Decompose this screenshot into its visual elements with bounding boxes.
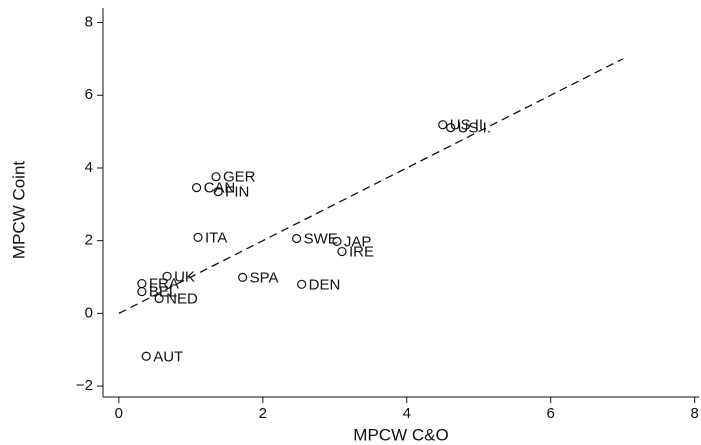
point — [141, 351, 151, 361]
point-label: FIN — [225, 184, 249, 201]
y-tick-label: 8 — [85, 14, 93, 31]
point-label: US II. — [450, 117, 488, 134]
x-tick-label: 2 — [259, 405, 267, 422]
y-tick-label: 0 — [85, 304, 93, 321]
point — [332, 236, 342, 246]
y-axis-title: MPCW Coint — [9, 161, 28, 260]
point — [137, 278, 147, 289]
y-tick-label: −2 — [76, 377, 93, 394]
point — [211, 172, 221, 182]
point — [137, 286, 147, 297]
y-tick-label: 6 — [85, 86, 93, 103]
point — [337, 246, 347, 257]
point — [162, 271, 172, 281]
reference-line — [118, 58, 623, 314]
point-label: ITA — [205, 229, 227, 246]
point-label: SWE — [304, 230, 338, 247]
point-label: FRA — [149, 276, 179, 293]
x-tick-label: 8 — [691, 405, 699, 422]
point — [213, 186, 223, 197]
point-label: JAP — [344, 233, 372, 250]
point — [238, 272, 248, 282]
point-label: US I. — [458, 120, 491, 137]
point — [297, 279, 307, 289]
x-tick-label: 6 — [547, 405, 555, 422]
point — [154, 293, 164, 304]
point-label: SPA — [250, 269, 279, 286]
y-tick-label: 2 — [85, 232, 93, 249]
point-label: DEN — [309, 276, 341, 293]
point — [193, 232, 203, 243]
point — [446, 123, 456, 133]
x-axis-title: MPCW C&O — [353, 425, 448, 444]
point-label: AUT — [153, 348, 183, 365]
x-tick-label: 0 — [115, 405, 123, 422]
point-label: UK — [174, 268, 195, 285]
point-label: IRE — [349, 244, 374, 261]
y-tick-label: 4 — [85, 159, 93, 176]
point-label: GER — [223, 169, 256, 186]
point — [438, 120, 448, 130]
x-tick-label: 4 — [403, 405, 411, 422]
point — [292, 233, 302, 244]
point-label: NED — [166, 290, 198, 307]
point — [191, 182, 202, 193]
